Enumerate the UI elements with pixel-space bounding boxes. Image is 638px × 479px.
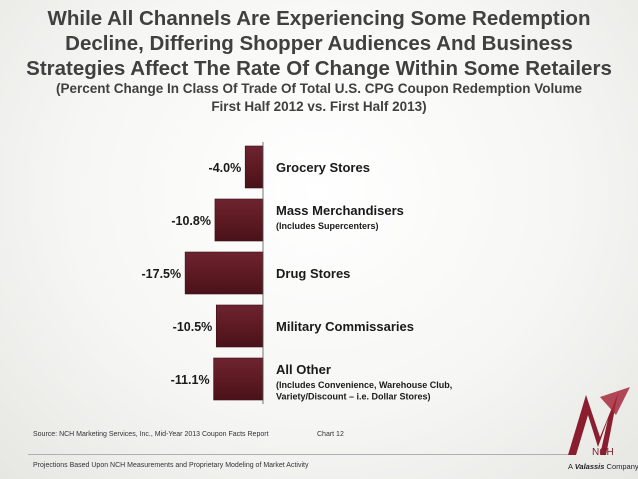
category-label: Mass Merchandisers <box>276 203 404 218</box>
source-note: Source: NCH Marketing Services, Inc., Mi… <box>33 431 269 438</box>
category-note: (Includes Supercenters) <box>276 221 379 231</box>
value-label: -17.5% <box>142 267 182 281</box>
chart-number: Chart 12 <box>317 431 344 438</box>
logo-tagline-prefix: A <box>568 462 573 471</box>
logo-tagline: A Valassis Company <box>568 462 638 471</box>
bar-military-commissaries <box>215 304 264 348</box>
bar-drug-stores <box>184 251 264 295</box>
bar-all-other <box>213 357 264 401</box>
category-label: Military Commissaries <box>276 319 414 334</box>
subtitle-line-1: (Percent Change In Class Of Trade Of Tot… <box>55 81 583 96</box>
category-label: Drug Stores <box>276 266 350 281</box>
category-note: (Includes Convenience, Warehouse Club, <box>276 380 452 390</box>
title-line-3: Strategies Affect The Rate Of Change Wit… <box>26 57 612 80</box>
logo-tagline-suffix: Company <box>606 462 638 471</box>
bar-mass-merchandisers <box>214 198 264 242</box>
projections-note: Projections Based Upon NCH Measurements … <box>33 462 309 469</box>
category-note: Variety/Discount – i.e. Dollar Stores) <box>276 392 431 402</box>
title-line-2: Decline, Differing Shopper Audiences And… <box>65 32 573 55</box>
chart-subtitle: (Percent Change In Class Of Trade Of Tot… <box>0 80 638 116</box>
value-label: -11.1% <box>171 373 210 387</box>
value-label: -4.0% <box>209 161 242 175</box>
bar-grocery-stores <box>244 145 264 189</box>
nch-logo-mark <box>568 387 630 455</box>
category-label: Grocery Stores <box>276 160 370 175</box>
chart-title: While All Channels Are Experiencing Some… <box>0 6 638 81</box>
footer-divider <box>28 454 568 455</box>
value-label: -10.5% <box>173 320 213 334</box>
bars-group: -4.0% Grocery Stores -10.8% Mass Merchandis… <box>142 142 452 404</box>
logo-name: NCH <box>592 447 614 458</box>
category-label: All Other <box>276 362 331 377</box>
subtitle-line-2: First Half 2012 vs. First Half 2013) <box>211 99 427 114</box>
title-line-1: While All Channels Are Experiencing Some… <box>47 7 591 30</box>
logo-tagline-brand: Valassis <box>574 462 605 471</box>
value-label: -10.8% <box>171 214 211 228</box>
